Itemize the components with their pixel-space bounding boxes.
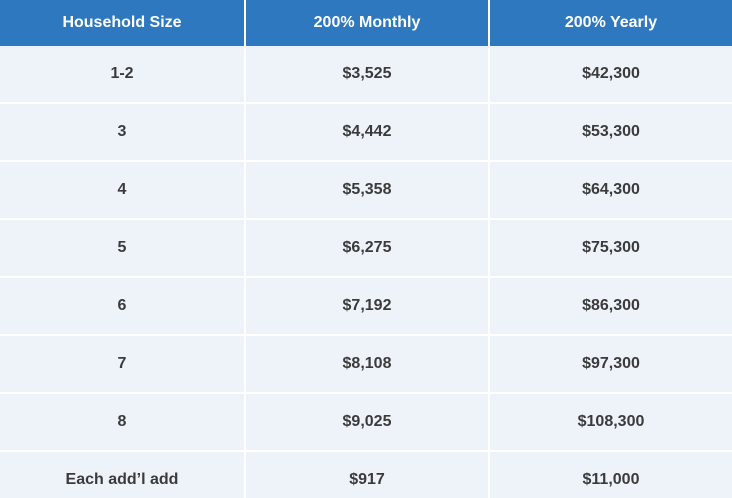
- column-header-200pct-yearly: 200% Yearly: [488, 0, 732, 46]
- cell-monthly: $8,108: [244, 334, 488, 392]
- cell-household-size: 3: [0, 102, 244, 160]
- table-row: 6 $7,192 $86,300: [0, 276, 732, 334]
- table-row: 4 $5,358 $64,300: [0, 160, 732, 218]
- cell-yearly: $64,300: [488, 160, 732, 218]
- cell-household-size: 1-2: [0, 46, 244, 102]
- cell-household-size: 5: [0, 218, 244, 276]
- cell-yearly: $75,300: [488, 218, 732, 276]
- table-row: Each add’l add $917 $11,000: [0, 450, 732, 498]
- cell-monthly: $5,358: [244, 160, 488, 218]
- table-row: 7 $8,108 $97,300: [0, 334, 732, 392]
- table-body: 1-2 $3,525 $42,300 3 $4,442 $53,300 4 $5…: [0, 46, 732, 498]
- cell-monthly: $9,025: [244, 392, 488, 450]
- cell-yearly: $42,300: [488, 46, 732, 102]
- table-row: 1-2 $3,525 $42,300: [0, 46, 732, 102]
- cell-monthly: $4,442: [244, 102, 488, 160]
- header-row: Household Size 200% Monthly 200% Yearly: [0, 0, 732, 46]
- cell-household-size: 7: [0, 334, 244, 392]
- cell-yearly: $97,300: [488, 334, 732, 392]
- cell-household-size: Each add’l add: [0, 450, 244, 498]
- cell-yearly: $108,300: [488, 392, 732, 450]
- table-header: Household Size 200% Monthly 200% Yearly: [0, 0, 732, 46]
- cell-monthly: $6,275: [244, 218, 488, 276]
- cell-household-size: 4: [0, 160, 244, 218]
- table-row: 3 $4,442 $53,300: [0, 102, 732, 160]
- cell-monthly: $7,192: [244, 276, 488, 334]
- table-row: 5 $6,275 $75,300: [0, 218, 732, 276]
- table-row: 8 $9,025 $108,300: [0, 392, 732, 450]
- cell-monthly: $917: [244, 450, 488, 498]
- cell-yearly: $86,300: [488, 276, 732, 334]
- cell-household-size: 8: [0, 392, 244, 450]
- cell-yearly: $53,300: [488, 102, 732, 160]
- cell-household-size: 6: [0, 276, 244, 334]
- column-header-household-size: Household Size: [0, 0, 244, 46]
- cell-yearly: $11,000: [488, 450, 732, 498]
- column-header-200pct-monthly: 200% Monthly: [244, 0, 488, 46]
- cell-monthly: $3,525: [244, 46, 488, 102]
